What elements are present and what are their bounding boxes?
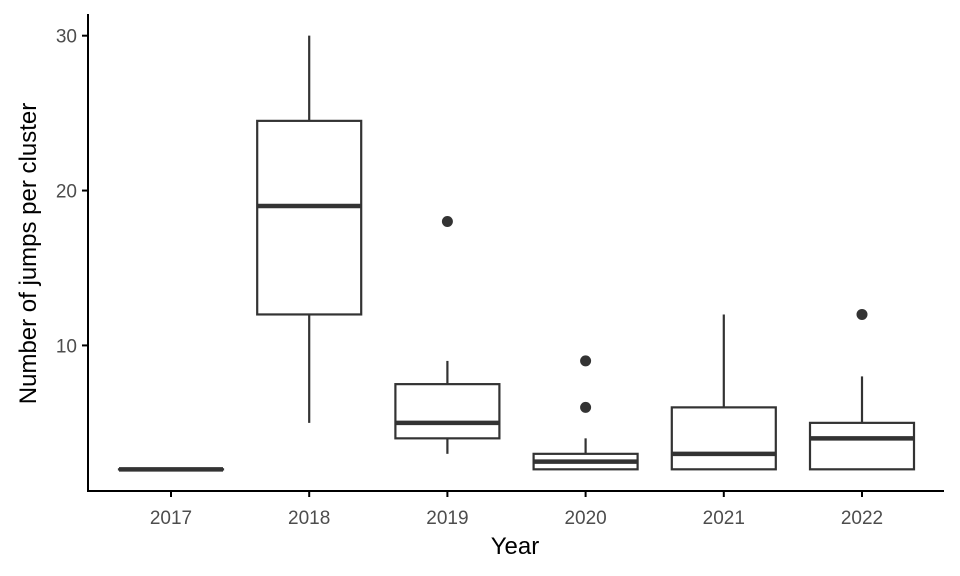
box-group-2019 bbox=[394, 216, 501, 454]
iqr-box bbox=[808, 421, 916, 471]
iqr-box bbox=[670, 406, 777, 471]
ticks-layer: 10 20 30 2017 2018 2019 2020 2021 2022 bbox=[56, 27, 883, 529]
box-group-2021 bbox=[670, 314, 777, 471]
x-tick-label: 2020 bbox=[564, 508, 606, 529]
outlier-point bbox=[580, 355, 592, 367]
y-tick-label: 20 bbox=[56, 182, 77, 203]
boxes-layer bbox=[117, 35, 916, 472]
x-tick-label: 2018 bbox=[288, 508, 330, 529]
y-tick-label: 30 bbox=[56, 27, 77, 48]
box-group-2020 bbox=[532, 355, 639, 471]
outlier-point bbox=[441, 216, 453, 228]
box-group-2018 bbox=[256, 35, 363, 423]
outlier-point bbox=[580, 401, 592, 413]
box-group-2022 bbox=[808, 308, 916, 471]
iqr-box bbox=[256, 119, 363, 316]
x-tick-label: 2021 bbox=[703, 508, 745, 529]
y-axis-title: Number of jumps per cluster bbox=[15, 103, 42, 404]
iqr-box bbox=[394, 383, 501, 440]
axes-layer bbox=[87, 14, 944, 492]
y-tick-label: 10 bbox=[56, 336, 77, 357]
x-tick-label: 2019 bbox=[426, 508, 468, 529]
x-tick-label: 2022 bbox=[841, 508, 883, 529]
x-axis-title: Year bbox=[491, 533, 540, 560]
outlier-point bbox=[856, 308, 868, 320]
x-tick-label: 2017 bbox=[150, 508, 192, 529]
